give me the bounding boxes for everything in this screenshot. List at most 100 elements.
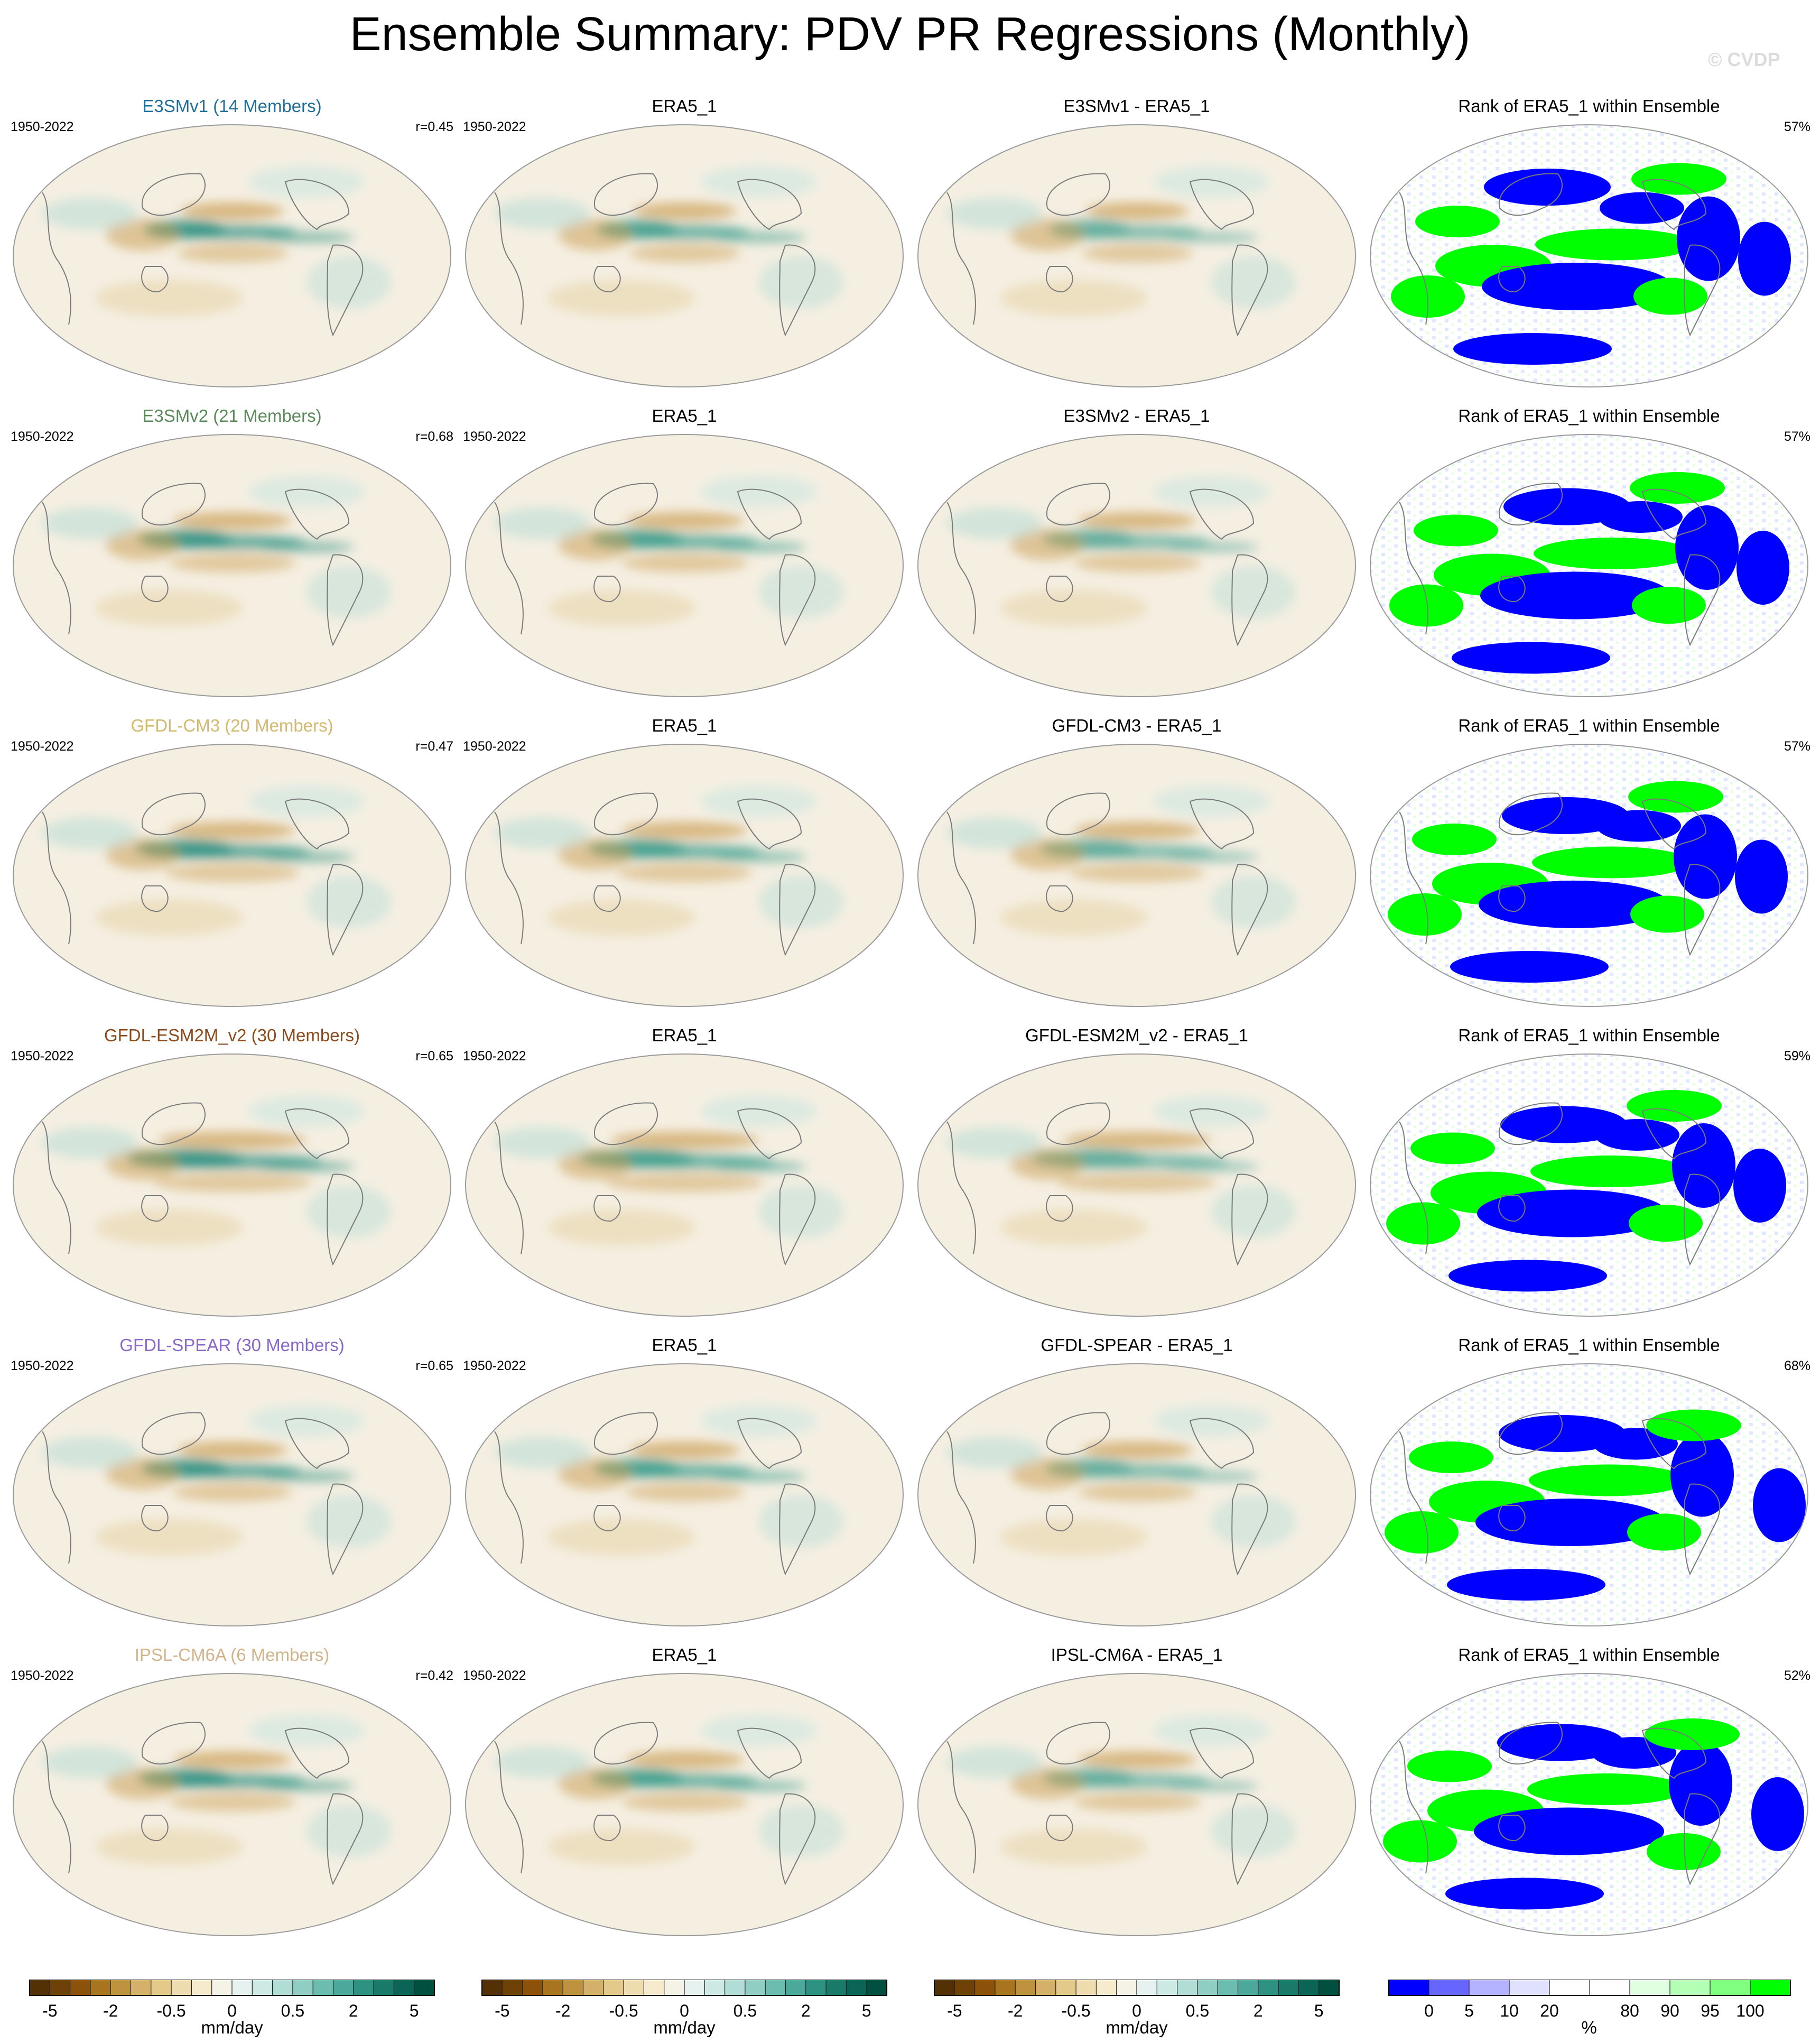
map-rank	[1370, 1053, 1808, 1317]
colorbar-swatch	[272, 1980, 294, 1996]
colorbar-tick-label: -5	[495, 2001, 509, 2020]
map-panel-obs: ERA5_1 1950-2022	[463, 406, 906, 702]
year-range: 1950-2022	[11, 1049, 74, 1064]
panel-title: GFDL-CM3 (20 Members)	[131, 716, 333, 735]
colorbar-swatch	[954, 1980, 976, 1996]
panel-title: ERA5_1	[652, 1025, 717, 1045]
colorbar-swatch	[1509, 1980, 1550, 1996]
colorbar-swatch	[312, 1980, 334, 1996]
map-panel-diff: IPSL-CM6A - ERA5_1	[915, 1645, 1358, 1941]
map-obs	[465, 1053, 904, 1317]
colorbar-swatch	[1469, 1980, 1510, 1996]
map-obs	[465, 1363, 904, 1626]
map-panel-model: GFDL-SPEAR (30 Members) 1950-2022 r=0.65	[11, 1335, 453, 1631]
colorbar-tick-label: 0.5	[733, 2001, 757, 2020]
colorbar-swatch	[1629, 1980, 1671, 1996]
rank-percent: 57%	[1784, 119, 1810, 134]
map-obs	[465, 1673, 904, 1936]
rank-percent: 57%	[1784, 429, 1810, 444]
correlation-value: r=0.42	[415, 1668, 453, 1683]
map-rank	[1370, 1673, 1808, 1936]
colorbar-swatch	[866, 1980, 888, 1996]
correlation-value: r=0.65	[415, 1358, 453, 1373]
colorbar-swatch	[1669, 1980, 1711, 1996]
map-panel-rank: Rank of ERA5_1 within Ensemble 68%	[1368, 1335, 1810, 1631]
colorbar-tick-label: 5	[1464, 2001, 1474, 2020]
panel-title: ERA5_1	[652, 716, 717, 735]
colorbar-swatch	[49, 1980, 71, 1996]
colorbar-tick-label: 20	[1540, 2001, 1559, 2020]
colorbar-unit: mm/day	[653, 2018, 716, 2037]
panel-title: E3SMv2 - ERA5_1	[1063, 406, 1210, 426]
map-panel-rank: Rank of ERA5_1 within Ensemble 52%	[1368, 1645, 1810, 1941]
map-diff	[917, 434, 1356, 697]
map-panel-obs: ERA5_1 1950-2022	[463, 1645, 906, 1941]
year-range: 1950-2022	[11, 119, 74, 134]
panel-title: Rank of ERA5_1 within Ensemble	[1458, 96, 1720, 116]
colorbar-tick-label: 0	[680, 2001, 689, 2020]
colorbar-tick-label: 0	[1424, 2001, 1434, 2020]
colorbar-swatch	[846, 1980, 867, 1996]
colorbar-tick-label: 90	[1660, 2001, 1679, 2020]
colorbar-swatch	[191, 1980, 212, 1996]
colorbar-swatch	[825, 1980, 847, 1996]
map-panel-rank: Rank of ERA5_1 within Ensemble 57%	[1368, 716, 1810, 1012]
panel-title: ERA5_1	[652, 406, 717, 426]
year-range: 1950-2022	[463, 1668, 526, 1683]
colorbar-unit: mm/day	[201, 2018, 263, 2037]
colorbar-swatch	[725, 1980, 746, 1996]
year-range: 1950-2022	[11, 1358, 74, 1373]
map-model	[13, 1363, 451, 1626]
map-panel-rank: Rank of ERA5_1 within Ensemble 57%	[1368, 96, 1810, 392]
colorbar-tick-label: 95	[1701, 2001, 1720, 2020]
rank-colorbar: 0 5 10 20 80 90 95 100%	[1368, 1980, 1810, 2043]
map-diff	[917, 1673, 1356, 1936]
colorbar-swatch	[1258, 1980, 1279, 1996]
colorbar-swatch	[1237, 1980, 1259, 1996]
colorbar-tick-label: -5	[947, 2001, 962, 2020]
year-range: 1950-2022	[11, 1668, 74, 1683]
panel-title: ERA5_1	[652, 1645, 717, 1665]
colorbar-swatch	[332, 1980, 354, 1996]
map-panel-diff: GFDL-ESM2M_v2 - ERA5_1	[915, 1025, 1358, 1321]
colorbar-tick-label: -2	[1008, 2001, 1023, 2020]
colorbar-swatch	[603, 1980, 625, 1996]
panel-title: E3SMv1 - ERA5_1	[1063, 96, 1210, 116]
map-diff	[917, 124, 1356, 387]
colorbar-swatch	[1177, 1980, 1199, 1996]
map-panel-diff: GFDL-CM3 - ERA5_1	[915, 716, 1358, 1012]
colorbar-swatch	[1015, 1980, 1036, 1996]
page-title: Ensemble Summary: PDV PR Regressions (Mo…	[349, 8, 1471, 61]
colorbar-swatch	[481, 1980, 503, 1996]
map-panel-model: GFDL-ESM2M_v2 (30 Members) 1950-2022 r=0.6…	[11, 1025, 453, 1321]
colorbar-swatch	[1035, 1980, 1056, 1996]
map-obs	[465, 434, 904, 697]
colorbar-swatch	[90, 1980, 112, 1996]
colorbar-tick-label: 2	[349, 2001, 358, 2020]
panel-title: Rank of ERA5_1 within Ensemble	[1458, 1645, 1720, 1665]
map-panel-obs: ERA5_1 1950-2022	[463, 1335, 906, 1631]
map-model	[13, 434, 451, 697]
map-diff	[917, 744, 1356, 1007]
map-panel-model: E3SMv1 (14 Members) 1950-2022 r=0.45	[11, 96, 453, 392]
colorbar-swatch	[373, 1980, 395, 1996]
colorbar-swatch	[995, 1980, 1016, 1996]
colorbar-swatch	[623, 1980, 645, 1996]
map-rank	[1370, 1363, 1808, 1626]
colorbar-swatch	[1298, 1980, 1320, 1996]
colorbar-tick-label: -0.5	[157, 2001, 186, 2020]
map-panel-model: E3SMv2 (21 Members) 1950-2022 r=0.68	[11, 406, 453, 702]
panel-title: Rank of ERA5_1 within Ensemble	[1458, 716, 1720, 735]
colorbar-tick-label: -0.5	[1062, 2001, 1091, 2020]
colorbar-tick-label: 2	[801, 2001, 811, 2020]
colorbar-swatch	[785, 1980, 806, 1996]
year-range: 1950-2022	[463, 1049, 526, 1064]
panel-title: Rank of ERA5_1 within Ensemble	[1458, 1025, 1720, 1045]
colorbar-tick-label: 80	[1620, 2001, 1639, 2020]
panel-title: Rank of ERA5_1 within Ensemble	[1458, 406, 1720, 426]
colorbar-swatch	[29, 1980, 51, 1996]
map-panel-model: IPSL-CM6A (6 Members) 1950-2022 r=0.42	[11, 1645, 453, 1941]
colorbar-tick-label: 5	[862, 2001, 871, 2020]
year-range: 1950-2022	[463, 429, 526, 444]
map-rank	[1370, 434, 1808, 697]
